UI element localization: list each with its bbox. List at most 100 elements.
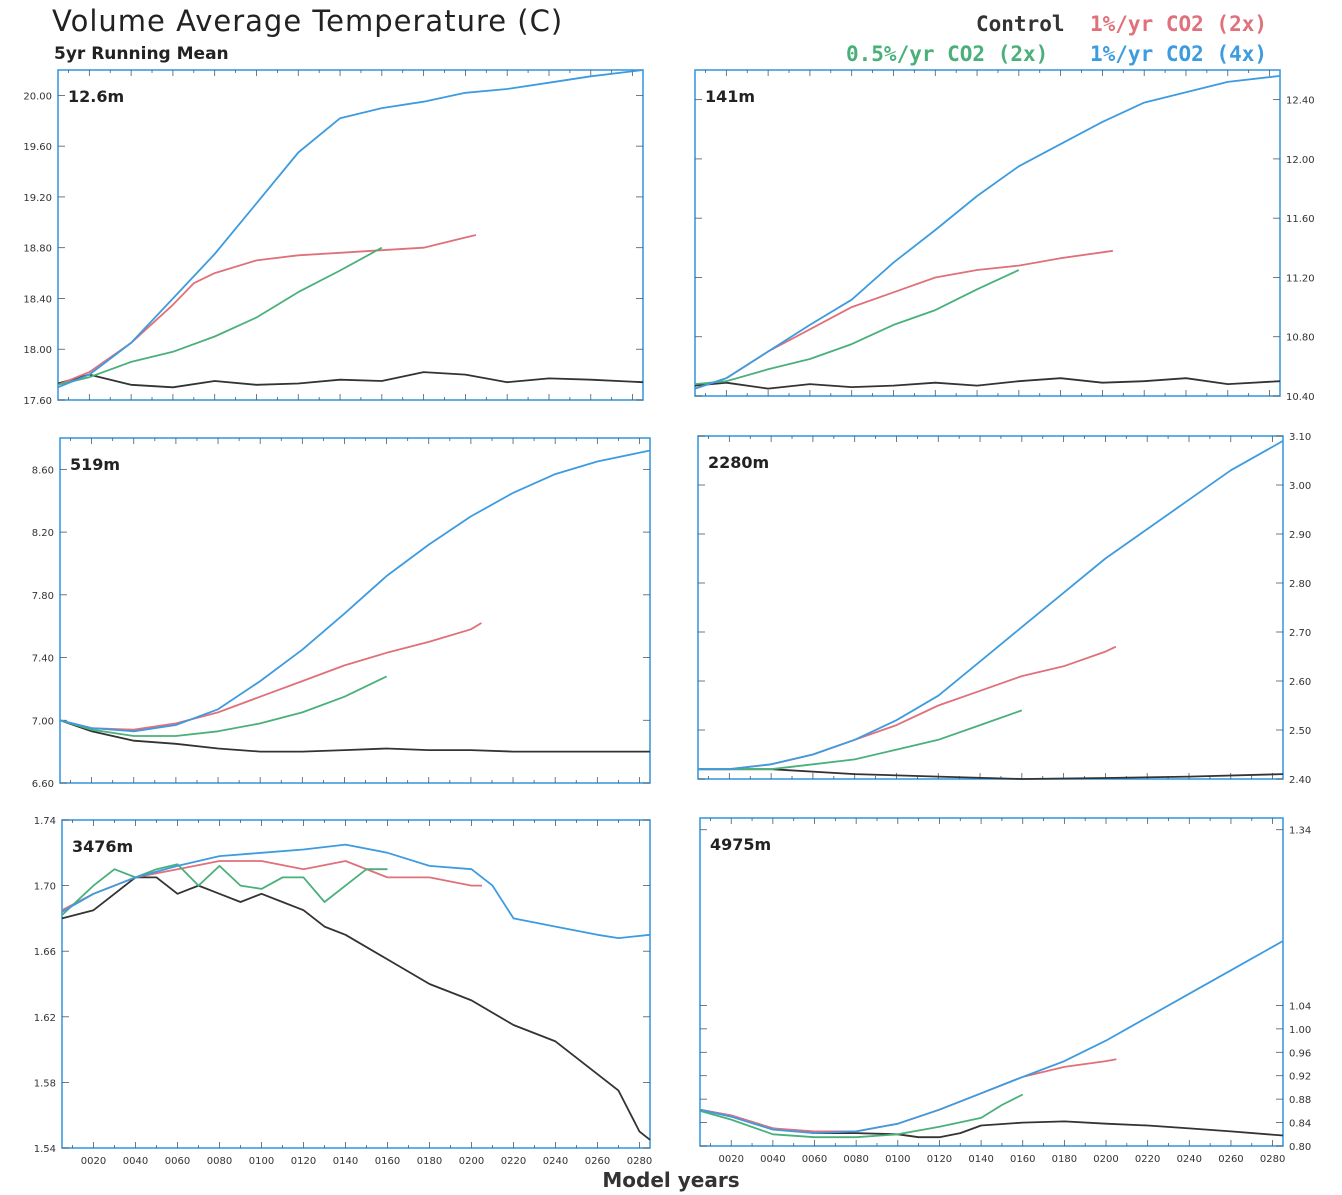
y-tick-label: 1.04 [1289, 1001, 1311, 1012]
chart-subtitle: 5yr Running Mean [54, 44, 229, 64]
x-axis-label: Model years [602, 1168, 740, 1192]
x-tick-label: 0240 [543, 1156, 568, 1167]
y-tick-label: 1.74 [34, 816, 56, 827]
panel-depth-label: 3476m [72, 837, 133, 856]
x-tick-label: 0280 [1260, 1154, 1285, 1165]
x-tick-label: 0180 [417, 1156, 442, 1167]
y-tick-label: 12.00 [1286, 155, 1315, 166]
x-tick-label: 0220 [501, 1156, 526, 1167]
x-tick-label: 0040 [123, 1156, 148, 1167]
series-line-0-5-yr-co2-2x- [698, 709, 1023, 771]
x-tick-label: 0040 [760, 1154, 785, 1165]
series-line-0-5-yr-co2-2x- [59, 675, 387, 737]
series-line-1-yr-co2-2x- [698, 645, 1117, 771]
y-tick-label: 1.62 [34, 1013, 56, 1024]
y-tick-label: 1.00 [1289, 1025, 1311, 1036]
series-line-1-yr-co2-4x- [61, 843, 651, 939]
x-tick-label: 0280 [627, 1156, 652, 1167]
series-line-0-5-yr-co2-2x- [699, 1093, 1024, 1139]
legend-half-pct-2x: 0.5%/yr CO2 (2x) [846, 42, 1049, 66]
panel-frame-141m [694, 69, 1281, 397]
x-tick-label: 0240 [1177, 1154, 1202, 1165]
panel-depth-label: 2280m [708, 453, 769, 472]
panel-frame-519m [59, 437, 651, 784]
panel-depth-label: 519m [70, 455, 120, 474]
x-tick-label: 0140 [333, 1156, 358, 1167]
y-tick-label: 1.70 [34, 882, 56, 893]
panel-frame-2280m [697, 435, 1284, 780]
series-line-0-5-yr-co2-2x- [61, 863, 388, 916]
y-tick-label: 18.80 [23, 244, 52, 255]
y-tick-label: 0.80 [1289, 1142, 1311, 1153]
y-tick-label: 0.88 [1289, 1095, 1311, 1106]
y-tick-label: 7.00 [32, 716, 54, 727]
panel-depth-label: 4975m [710, 835, 771, 854]
y-tick-label: 7.80 [32, 591, 54, 602]
panel-frame-4975m [699, 817, 1284, 1147]
x-tick-label: 0160 [1010, 1154, 1035, 1165]
y-tick-label: 3.00 [1289, 481, 1311, 492]
panel-depth-label: 141m [705, 87, 755, 106]
panel-frame-3476m [61, 819, 651, 1149]
x-tick-label: 0260 [1218, 1154, 1243, 1165]
x-tick-label: 0080 [843, 1154, 868, 1165]
x-tick-label: 0140 [968, 1154, 993, 1165]
x-tick-label: 0080 [207, 1156, 232, 1167]
series-line-control [694, 377, 1281, 390]
series-line-1-yr-co2-4x- [57, 69, 644, 389]
x-tick-label: 0120 [927, 1154, 952, 1165]
y-tick-label: 2.50 [1289, 726, 1311, 737]
y-tick-label: 20.00 [23, 91, 52, 102]
legend-control: Control [976, 12, 1065, 36]
y-tick-label: 1.34 [1289, 826, 1311, 837]
y-tick-label: 1.58 [34, 1078, 56, 1089]
y-tick-label: 0.84 [1289, 1119, 1311, 1130]
x-tick-label: 0200 [1093, 1154, 1118, 1165]
y-tick-label: 2.40 [1289, 775, 1311, 786]
y-tick-label: 11.60 [1286, 214, 1315, 225]
y-tick-label: 10.80 [1286, 333, 1315, 344]
y-tick-label: 12.40 [1286, 96, 1315, 107]
y-tick-label: 17.60 [23, 396, 52, 407]
series-line-1-yr-co2-2x- [57, 234, 477, 386]
x-tick-label: 0120 [291, 1156, 316, 1167]
series-line-control [59, 719, 650, 753]
series-line-1-yr-co2-4x- [59, 449, 651, 733]
series-line-control [698, 768, 1284, 780]
y-tick-label: 8.20 [32, 528, 54, 539]
series-line-1-yr-co2-4x- [694, 75, 1281, 390]
panel-frame-12-6m [57, 69, 644, 401]
y-tick-label: 2.80 [1289, 579, 1311, 590]
series-line-control [699, 1108, 1284, 1139]
panel-depth-label: 12.6m [68, 87, 124, 106]
x-tick-label: 0220 [1135, 1154, 1160, 1165]
series-line-1-yr-co2-2x- [59, 622, 482, 731]
x-tick-label: 0100 [249, 1156, 274, 1167]
y-tick-label: 18.40 [23, 294, 52, 305]
y-tick-label: 2.60 [1289, 677, 1311, 688]
x-tick-label: 0020 [719, 1154, 744, 1165]
y-tick-label: 11.20 [1286, 273, 1315, 284]
series-line-1-yr-co2-4x- [699, 940, 1284, 1134]
y-tick-label: 18.00 [23, 345, 52, 356]
x-tick-label: 0060 [802, 1154, 827, 1165]
series-line-1-yr-co2-4x- [698, 440, 1284, 771]
legend-1pct-4x: 1%/yr CO2 (4x) [1090, 42, 1268, 66]
y-tick-label: 19.20 [23, 193, 52, 204]
chart-title: Volume Average Temperature (C) [52, 4, 564, 38]
x-tick-label: 0160 [375, 1156, 400, 1167]
x-tick-label: 0200 [459, 1156, 484, 1167]
y-tick-label: 7.40 [32, 654, 54, 665]
x-tick-label: 0060 [165, 1156, 190, 1167]
series-line-0-5-yr-co2-2x- [57, 246, 383, 386]
y-tick-label: 6.60 [32, 779, 54, 790]
y-tick-label: 2.90 [1289, 530, 1311, 541]
y-tick-label: 3.10 [1289, 432, 1311, 443]
y-tick-label: 19.60 [23, 142, 52, 153]
y-tick-label: 10.40 [1286, 392, 1315, 403]
series-line-control [57, 371, 644, 389]
y-tick-label: 1.66 [34, 947, 56, 958]
x-tick-label: 0100 [885, 1154, 910, 1165]
legend-1pct-2x: 1%/yr CO2 (2x) [1090, 12, 1268, 36]
